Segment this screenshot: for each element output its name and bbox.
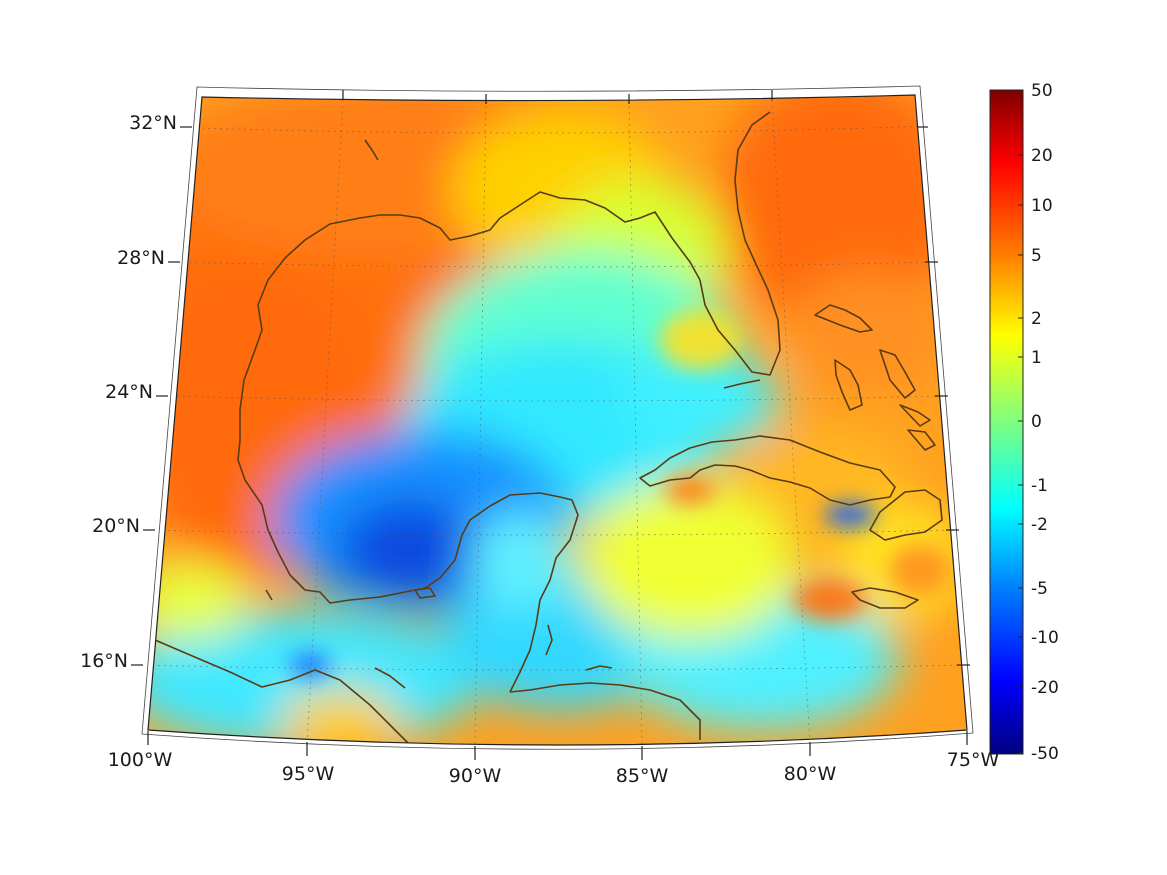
lon-label-90: 90°W: [449, 765, 502, 787]
colorbar-label-neg20: -20: [1031, 678, 1059, 698]
graticule: [148, 99, 966, 745]
map-frame-outer: [141, 85, 974, 750]
lon-label-85: 85°W: [616, 765, 669, 787]
colorbar-gradient: [989, 89, 1024, 755]
colorbar-label-0: 0: [1031, 412, 1042, 432]
lat-label-28: 28°N: [117, 247, 165, 269]
colorbar-label-neg5: -5: [1031, 579, 1048, 599]
colorbar-label-neg1: -1: [1031, 476, 1048, 496]
colorbar-label-neg10: -10: [1031, 628, 1059, 648]
coastline: [154, 111, 943, 745]
map-frame: [147, 94, 968, 746]
colorbar-label-2: 2: [1031, 309, 1042, 329]
lon-ticks: [147, 90, 968, 760]
map-field: [148, 95, 967, 745]
colorbar-label-neg50: -50: [1031, 744, 1059, 764]
lat-label-20: 20°N: [92, 515, 140, 537]
colorbar-label-10: 10: [1031, 196, 1053, 216]
lat-label-16: 16°N: [80, 650, 128, 672]
colorbar: 50 20 10 5 2 1 0 -1 -2 -5 -10 -20 -50: [989, 81, 1059, 764]
lon-labels: 100°W 95°W 90°W 85°W 80°W 75°W: [108, 749, 1000, 787]
lat-ticks: [131, 126, 970, 666]
colorbar-label-5: 5: [1031, 246, 1042, 266]
lat-label-32: 32°N: [129, 112, 177, 134]
lat-labels: 32°N 28°N 24°N 20°N 16°N: [80, 112, 177, 672]
colorbar-label-neg2: -2: [1031, 515, 1048, 535]
lon-label-80: 80°W: [784, 763, 837, 785]
lon-label-100: 100°W: [108, 749, 173, 771]
lon-label-95: 95°W: [282, 763, 335, 785]
lon-label-75: 75°W: [947, 749, 1000, 771]
colorbar-ticks: [1018, 89, 1023, 754]
lat-label-24: 24°N: [105, 381, 153, 403]
colorbar-label-50: 50: [1031, 81, 1053, 101]
colorbar-label-20: 20: [1031, 146, 1053, 166]
colorbar-label-1: 1: [1031, 348, 1042, 368]
